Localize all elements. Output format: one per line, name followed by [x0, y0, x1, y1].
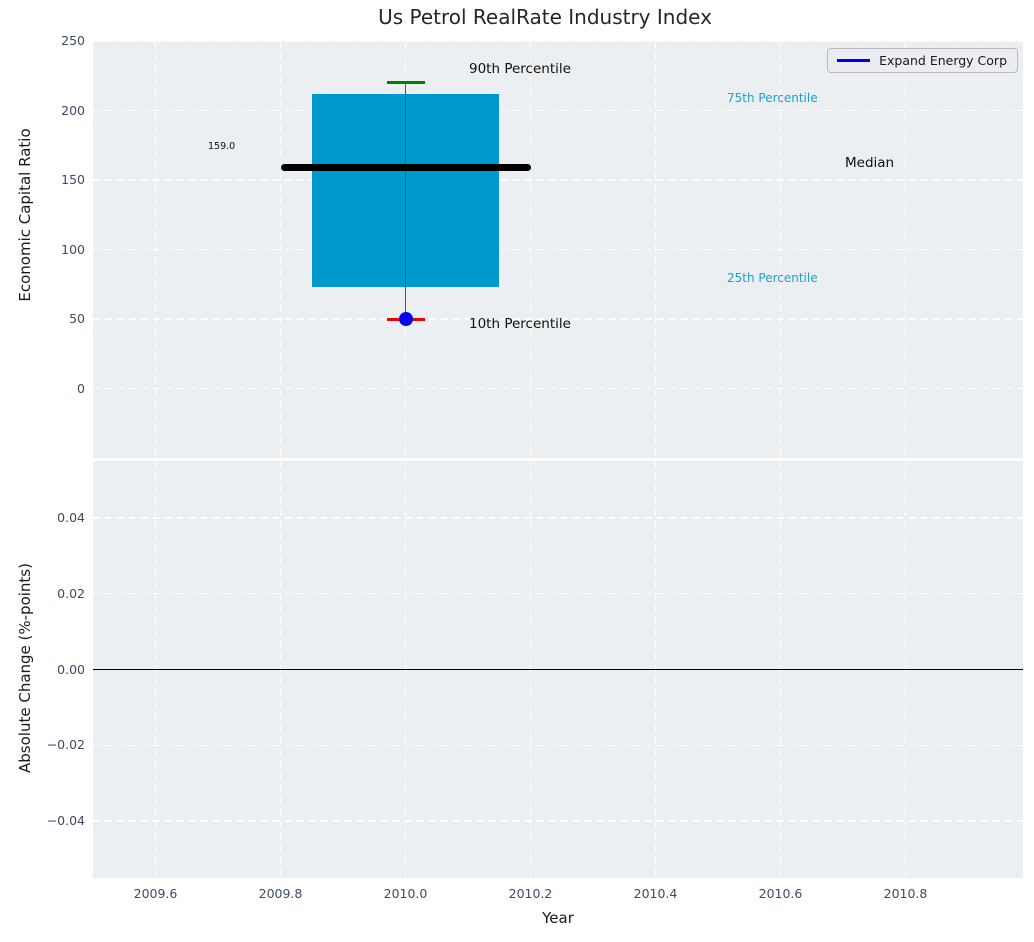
top-plot-area: 90th Percentile 75th Percentile Median 2… [93, 40, 1023, 458]
legend[interactable]: Expand Energy Corp [827, 48, 1018, 73]
gridline-horizontal [93, 318, 1023, 320]
top-y-tick-label: 0 [77, 380, 85, 396]
bottom-y-tick-label: −0.02 [46, 737, 85, 753]
bottom-y-tick-label: −0.04 [46, 813, 85, 829]
bottom-y-tick-label: 0.02 [57, 585, 85, 601]
gridline-horizontal [93, 40, 1023, 42]
zero-line [93, 668, 1023, 671]
top-y-axis-label: Economic Capital Ratio [16, 128, 34, 302]
annotation-25th-percentile: 25th Percentile [727, 271, 818, 285]
x-tick-label: 2009.6 [133, 886, 178, 901]
boxplot-whisker [404, 82, 407, 319]
gridline-horizontal [93, 109, 1023, 112]
top-y-tick-label: 50 [69, 311, 85, 326]
annotation-median-value: 159.0 [208, 141, 236, 152]
x-tick-label: 2010.2 [508, 886, 553, 901]
chart-title: Us Petrol RealRate Industry Index [378, 5, 712, 29]
company-data-point [398, 312, 413, 326]
x-tick-label: 2010.6 [758, 886, 803, 901]
annotation-90th-percentile: 90th Percentile [469, 61, 571, 77]
boxplot-median-line [280, 163, 531, 171]
gridline-horizontal [93, 248, 1023, 251]
annotation-10th-percentile: 10th Percentile [469, 316, 571, 332]
top-y-tick-label: 100 [61, 241, 85, 257]
x-tick-label: 2010.0 [383, 886, 428, 901]
top-y-tick-label: 250 [61, 33, 85, 48]
x-tick-label: 2010.4 [633, 886, 678, 901]
gridline-horizontal [93, 820, 1023, 822]
gridline-horizontal [93, 517, 1023, 519]
x-axis-label: Year [542, 909, 574, 927]
x-tick-label: 2009.8 [258, 886, 303, 901]
gridline-horizontal [93, 592, 1023, 595]
bottom-plot-area [93, 461, 1023, 878]
legend-label: Expand Energy Corp [879, 53, 1007, 68]
gridline-horizontal [93, 744, 1023, 746]
annotation-median: Median [845, 155, 895, 171]
top-y-tick-label: 200 [61, 102, 85, 118]
annotation-75th-percentile: 75th Percentile [727, 91, 818, 105]
gridline-horizontal [93, 179, 1023, 181]
bottom-y-tick-label: 0.04 [57, 509, 85, 525]
x-tick-label: 2010.8 [883, 886, 928, 901]
boxplot-cap-90th [386, 81, 425, 85]
gridline-horizontal [93, 387, 1023, 390]
legend-line-swatch [837, 59, 871, 62]
bottom-y-tick-label: 0.00 [57, 661, 85, 677]
top-y-tick-label: 150 [61, 172, 85, 187]
